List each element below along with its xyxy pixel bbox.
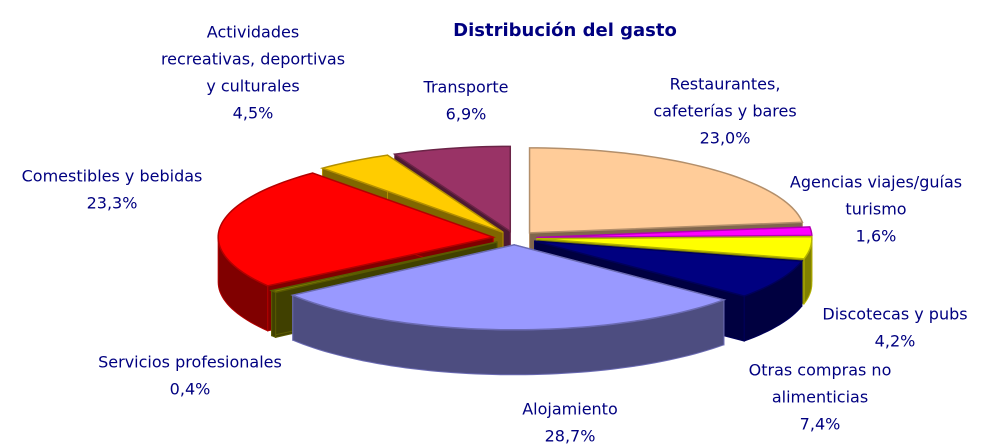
slice-label: Actividades [207, 23, 299, 42]
slice-label: Otras compras no [749, 361, 892, 380]
slice-label: alimenticias [772, 388, 868, 407]
value-label: 28,7% [545, 427, 596, 446]
slice-label: y culturales [206, 77, 299, 96]
slice [534, 240, 804, 297]
value-label: 0,4% [170, 380, 211, 399]
slice-label: turismo [845, 200, 906, 219]
slice-label: Discotecas y pubs [822, 305, 967, 324]
value-label: 23,3% [87, 194, 138, 213]
value-label: 4,5% [233, 104, 274, 123]
value-label: 6,9% [446, 105, 487, 124]
value-label: 7,4% [800, 415, 841, 434]
slice [536, 226, 813, 239]
slice-label: cafeterías y bares [653, 102, 796, 121]
slice-label: Restaurantes, [670, 75, 781, 94]
slice-label: Alojamiento [522, 400, 618, 419]
value-label: 4,2% [875, 332, 916, 351]
slice [319, 154, 504, 233]
slice [392, 145, 512, 233]
slice-label: Agencias viajes/guías [790, 173, 962, 192]
slice-label: Comestibles y bebidas [22, 167, 203, 186]
slice [290, 244, 727, 331]
slice-label: Transporte [423, 78, 509, 97]
slice [536, 235, 813, 260]
slice [269, 241, 498, 294]
chart-title: Distribución del gasto [453, 20, 677, 41]
value-label: 1,6% [856, 227, 897, 246]
slice-wall [271, 289, 277, 339]
slice-label: recreativas, deportivas [161, 50, 345, 69]
slice [217, 172, 496, 287]
slice-label: Servicios profesionales [98, 353, 282, 372]
slice [528, 147, 804, 234]
value-label: 23,0% [700, 129, 751, 148]
